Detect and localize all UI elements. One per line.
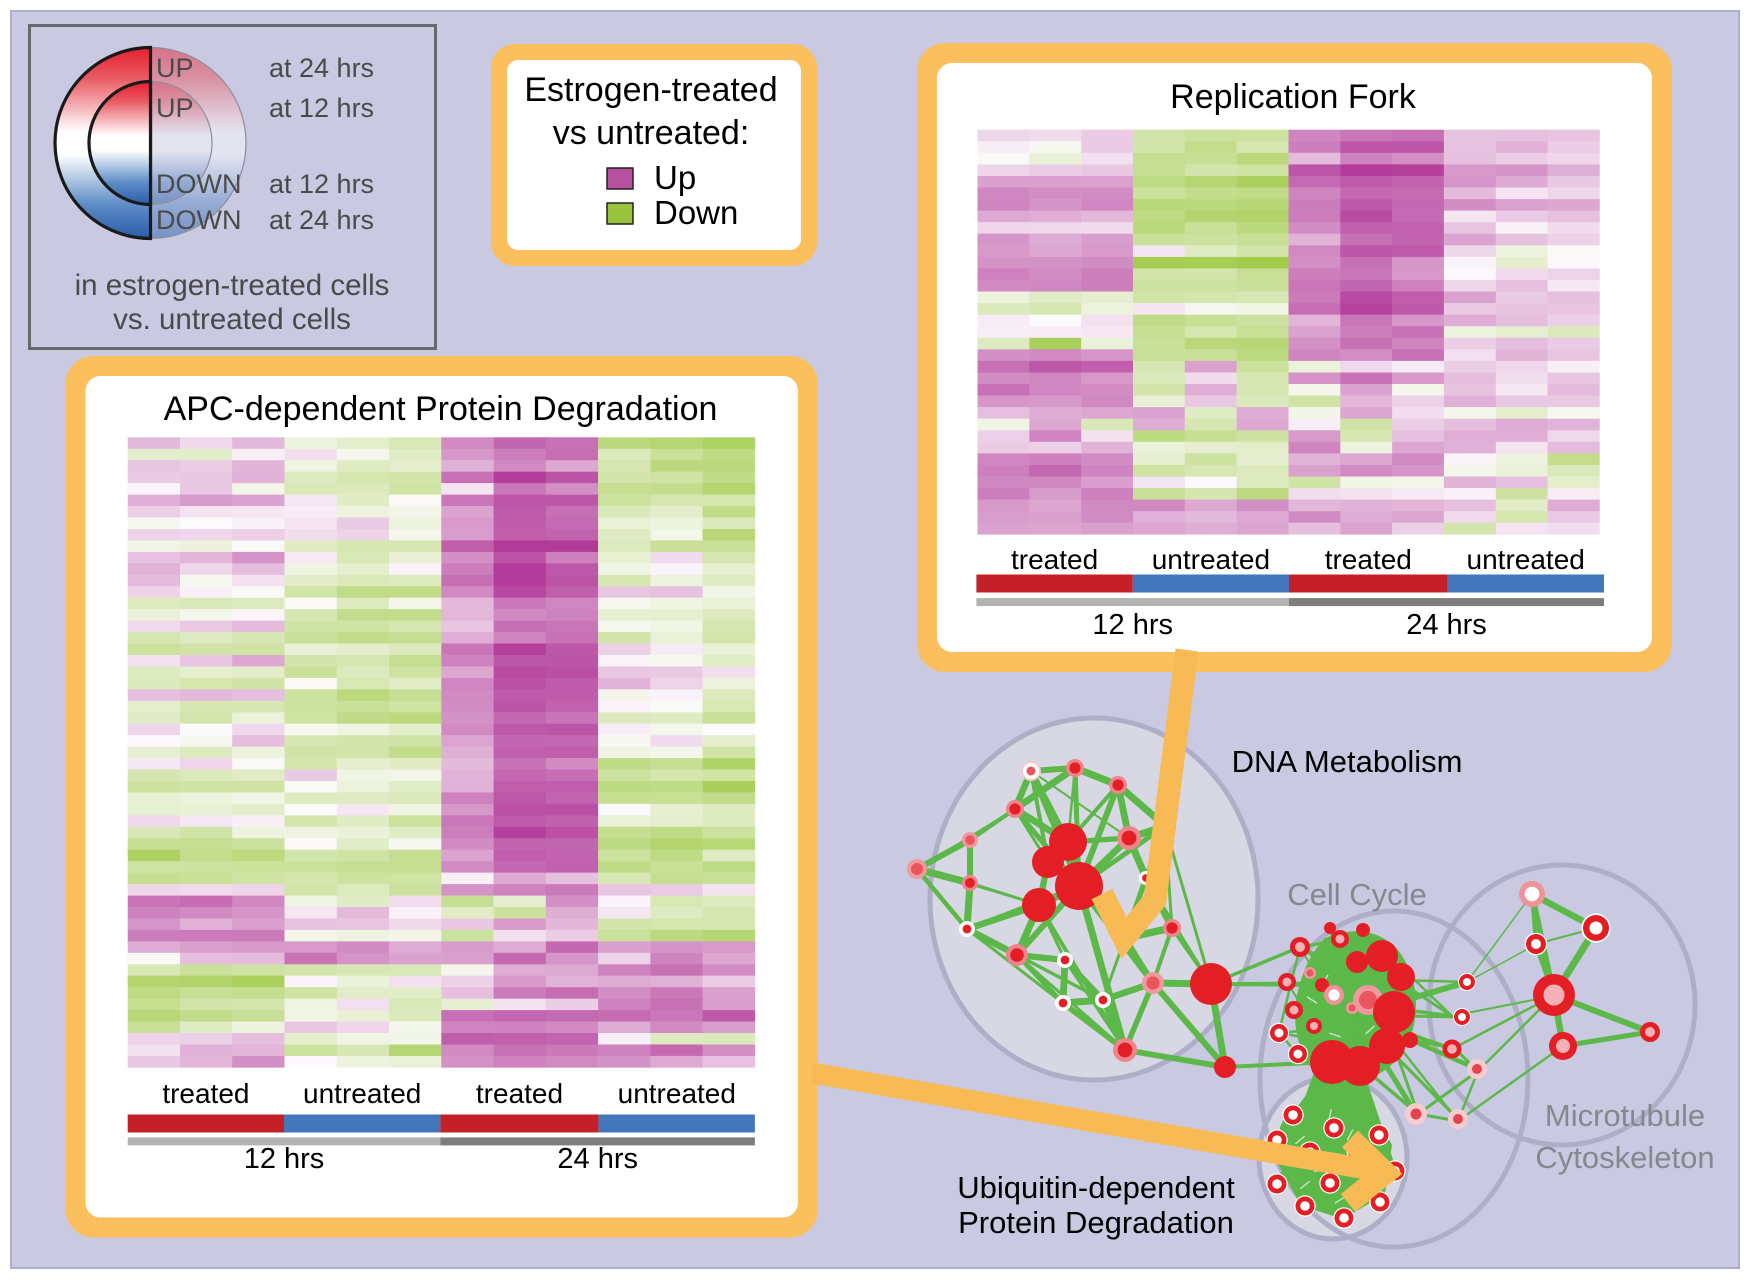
svg-text:Protein Degradation: Protein Degradation (958, 1205, 1234, 1240)
svg-text:Microtubule: Microtubule (1545, 1098, 1705, 1133)
svg-text:UP: UP (156, 93, 194, 123)
svg-text:12 hrs: 12 hrs (1092, 609, 1173, 641)
svg-text:DOWN: DOWN (156, 169, 241, 199)
svg-text:Ubiquitin-dependent: Ubiquitin-dependent (957, 1170, 1235, 1205)
svg-text:untreated: untreated (1152, 544, 1270, 575)
svg-text:Estrogen-treated: Estrogen-treated (524, 71, 777, 109)
svg-text:DOWN: DOWN (156, 205, 241, 235)
svg-text:at 12 hrs: at 12 hrs (269, 93, 374, 123)
svg-text:vs untreated:: vs untreated: (553, 114, 750, 152)
svg-text:in estrogen-treated cells: in estrogen-treated cells (75, 269, 390, 302)
svg-text:Replication Fork: Replication Fork (1170, 78, 1417, 116)
svg-text:24 hrs: 24 hrs (557, 1143, 638, 1175)
svg-text:at 12 hrs: at 12 hrs (269, 169, 374, 199)
svg-text:treated: treated (1325, 544, 1412, 575)
svg-text:Up: Up (654, 159, 696, 196)
svg-text:24 hrs: 24 hrs (1406, 609, 1487, 641)
svg-text:untreated: untreated (618, 1078, 736, 1109)
svg-text:treated: treated (162, 1078, 249, 1109)
svg-text:vs. untreated cells: vs. untreated cells (113, 303, 351, 336)
svg-text:untreated: untreated (1467, 544, 1585, 575)
svg-text:Cell Cycle: Cell Cycle (1287, 877, 1427, 912)
svg-text:at 24 hrs: at 24 hrs (269, 205, 374, 235)
svg-text:APC-dependent Protein Degradat: APC-dependent Protein Degradation (164, 390, 718, 428)
svg-text:at 24 hrs: at 24 hrs (269, 53, 374, 83)
svg-text:Down: Down (654, 194, 738, 231)
svg-text:treated: treated (476, 1078, 563, 1109)
svg-text:12 hrs: 12 hrs (244, 1143, 325, 1175)
svg-text:untreated: untreated (303, 1078, 421, 1109)
svg-text:treated: treated (1011, 544, 1098, 575)
svg-text:UP: UP (156, 53, 194, 83)
svg-text:DNA Metabolism: DNA Metabolism (1232, 744, 1463, 779)
svg-text:Cytoskeleton: Cytoskeleton (1535, 1140, 1714, 1175)
